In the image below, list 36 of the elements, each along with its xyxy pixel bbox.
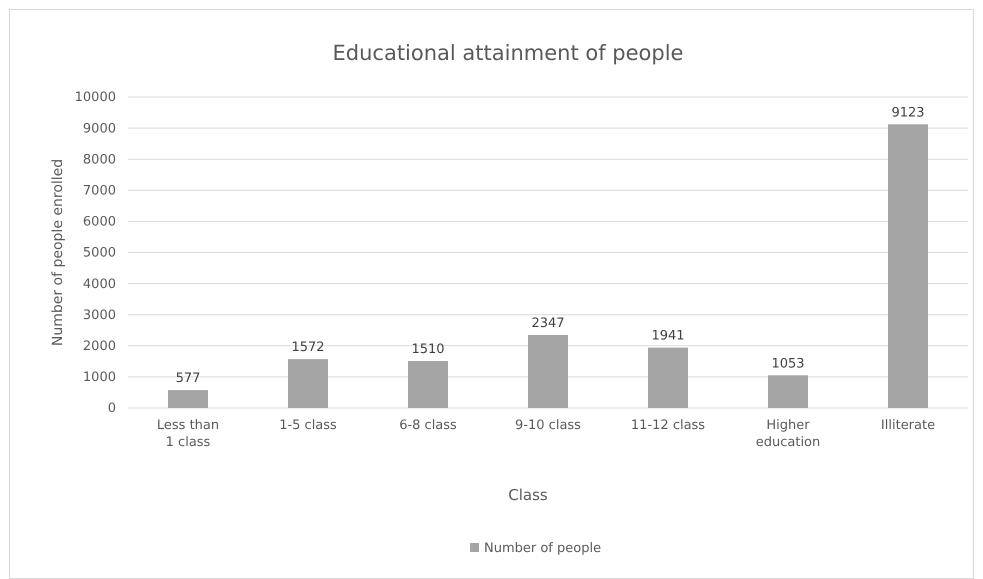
bar: [408, 361, 448, 408]
x-tick-label: 11-12 class: [630, 418, 706, 434]
bar: [528, 335, 568, 408]
x-tick-label: 6-8 class: [399, 418, 458, 434]
data-label: 1572: [291, 340, 325, 356]
bar: [168, 390, 208, 408]
y-tick-label: 1000: [82, 370, 116, 386]
legend-label: Number of people: [484, 541, 602, 556]
data-label: 577: [176, 371, 200, 386]
x-axis-title: Class: [508, 486, 548, 504]
y-tick-label: 5000: [82, 246, 116, 261]
y-tick-label: 7000: [82, 183, 116, 198]
y-tick-label: 9000: [82, 121, 116, 136]
y-axis-title: Number of people enrolled: [50, 158, 66, 346]
bar: [288, 359, 328, 408]
y-tick-label: 4000: [82, 276, 116, 292]
x-tick-label: 9-10 class: [515, 418, 582, 434]
y-tick-label: 6000: [82, 214, 116, 230]
bar: [888, 124, 928, 408]
chart-title: Educational attainment of people: [332, 41, 684, 65]
bar: [768, 375, 808, 408]
y-tick-label: 8000: [82, 152, 116, 168]
y-tick-label: 2000: [82, 338, 116, 354]
x-tick-label: Higher education: [756, 418, 820, 450]
x-tick-label: 1-5 class: [279, 418, 338, 434]
y-tick-label: 3000: [82, 308, 116, 323]
data-label: 1941: [651, 328, 685, 344]
data-label: 1510: [411, 342, 445, 358]
y-tick-label: 10000: [74, 90, 116, 106]
data-label: 9123: [891, 105, 925, 120]
data-label: 1053: [771, 356, 805, 372]
x-tick-label: Less than 1 class: [156, 418, 220, 450]
y-tick-label: 0: [108, 401, 116, 416]
data-label: 2347: [531, 316, 565, 332]
bar: [648, 348, 688, 408]
x-tick-label: Illiterate: [880, 418, 936, 434]
